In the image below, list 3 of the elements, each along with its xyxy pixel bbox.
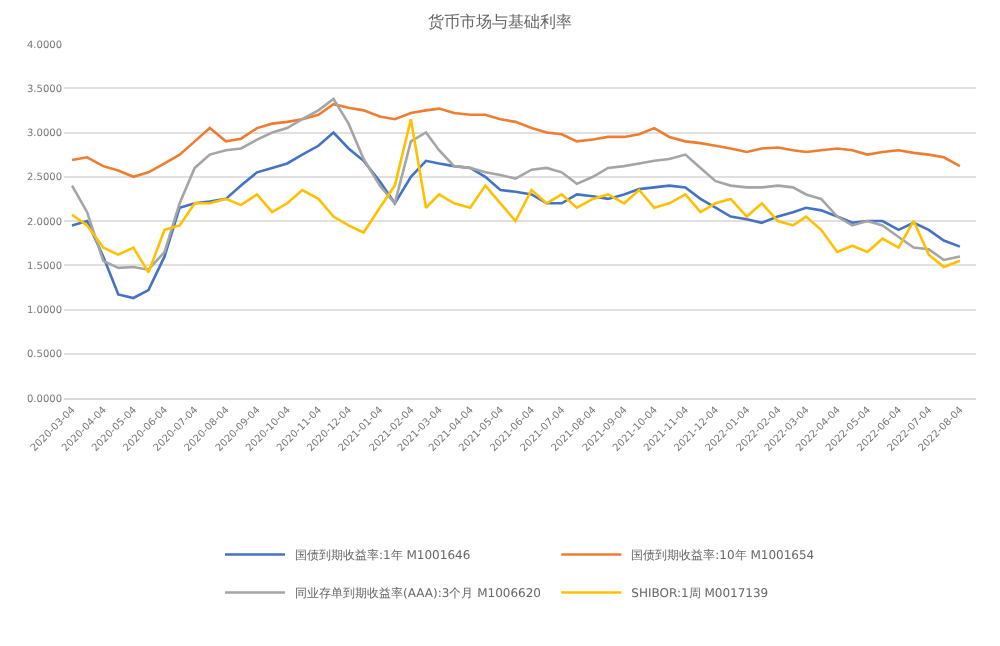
chart-title: 货币市场与基础利率: [428, 13, 572, 32]
line-series: [70, 131, 962, 300]
line-series: [70, 102, 962, 179]
